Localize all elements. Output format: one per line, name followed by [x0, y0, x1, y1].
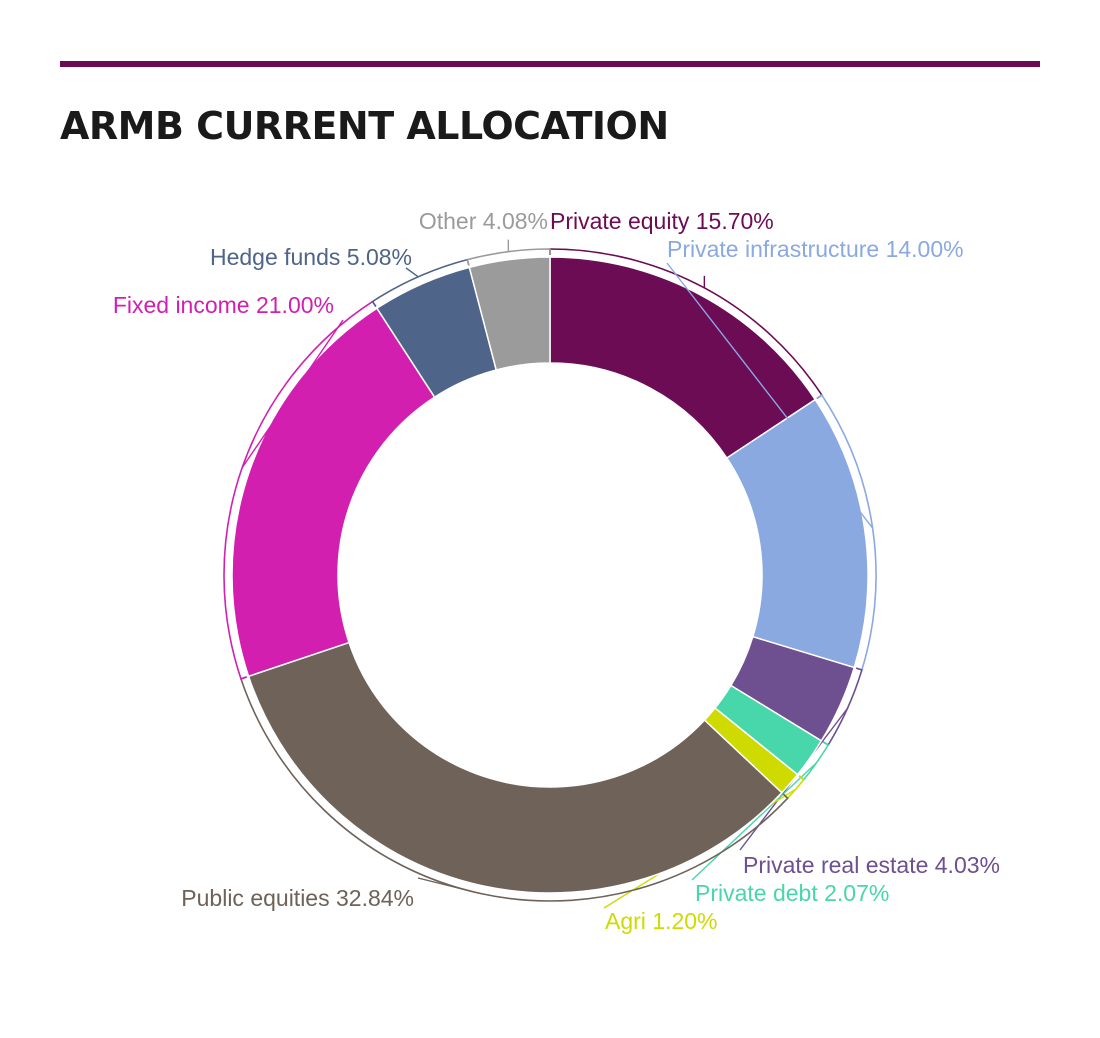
label-private-debt: Private debt 2.07%: [695, 880, 889, 906]
leader-private-debt: [691, 762, 818, 881]
label-public-equities: Public equities 32.84%: [181, 885, 414, 911]
slice-public-equities: [247, 641, 783, 894]
label-agri: Agri 1.20%: [605, 908, 718, 934]
leader-fixed-income: [241, 319, 344, 469]
leader-public-equities: [417, 877, 481, 895]
label-private-equity: Private equity 15.70%: [550, 208, 774, 234]
label-private-infrastructure: Private infrastructure 14.00%: [667, 236, 964, 262]
title-rule: [60, 61, 1040, 67]
label-other: Other 4.08%: [419, 208, 548, 234]
leader-private-infrastructure: [666, 262, 874, 529]
slice-fixed-income: [231, 307, 436, 678]
label-hedge-funds: Hedge funds 5.08%: [210, 244, 412, 270]
bracket-private-infrastructure: [816, 394, 877, 671]
leader-hedge-funds: [405, 267, 419, 278]
slice-other: [468, 256, 551, 371]
label-fixed-income: Fixed income 21.00%: [113, 292, 334, 318]
chart-title: ARMB CURRENT ALLOCATION: [60, 104, 669, 148]
label-private-real-estate: Private real estate 4.03%: [743, 852, 1000, 878]
